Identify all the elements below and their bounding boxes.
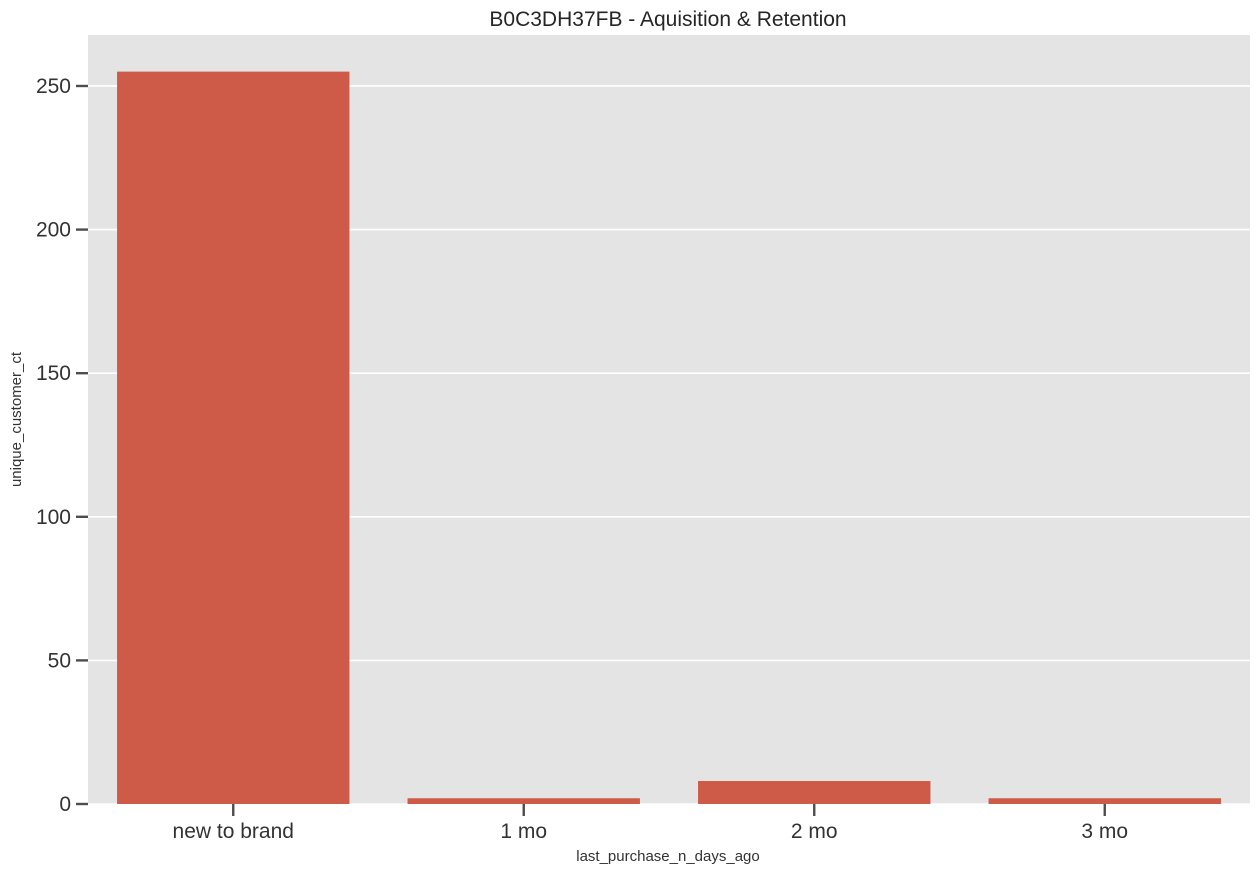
y-tick-label: 0 [59,793,71,816]
x-tick-label: new to brand [173,820,294,843]
bar-2-mo [698,781,931,804]
y-tick-label: 50 [48,649,71,672]
y-axis: 0 50 100 150 200 250 [36,75,88,816]
bar-3-mo [988,798,1221,804]
x-axis: new to brand 1 mo 2 mo 3 mo [173,804,1128,843]
y-tick-label: 100 [36,506,71,529]
x-tick-label: 3 mo [1081,820,1128,843]
bar-1-mo [407,798,640,804]
y-tick-label: 200 [36,219,71,242]
chart-title: B0C3DH37FB - Aquisition & Retention [489,8,846,31]
y-tick-label: 150 [36,362,71,385]
bars [117,71,1221,805]
x-tick-label: 1 mo [500,820,547,843]
x-axis-label: last_purchase_n_days_ago [576,848,759,865]
y-tick-label: 250 [36,75,71,98]
y-axis-label: unique_customer_ct [8,351,25,487]
bar-new-to-brand [117,71,350,805]
x-tick-label: 2 mo [791,820,838,843]
